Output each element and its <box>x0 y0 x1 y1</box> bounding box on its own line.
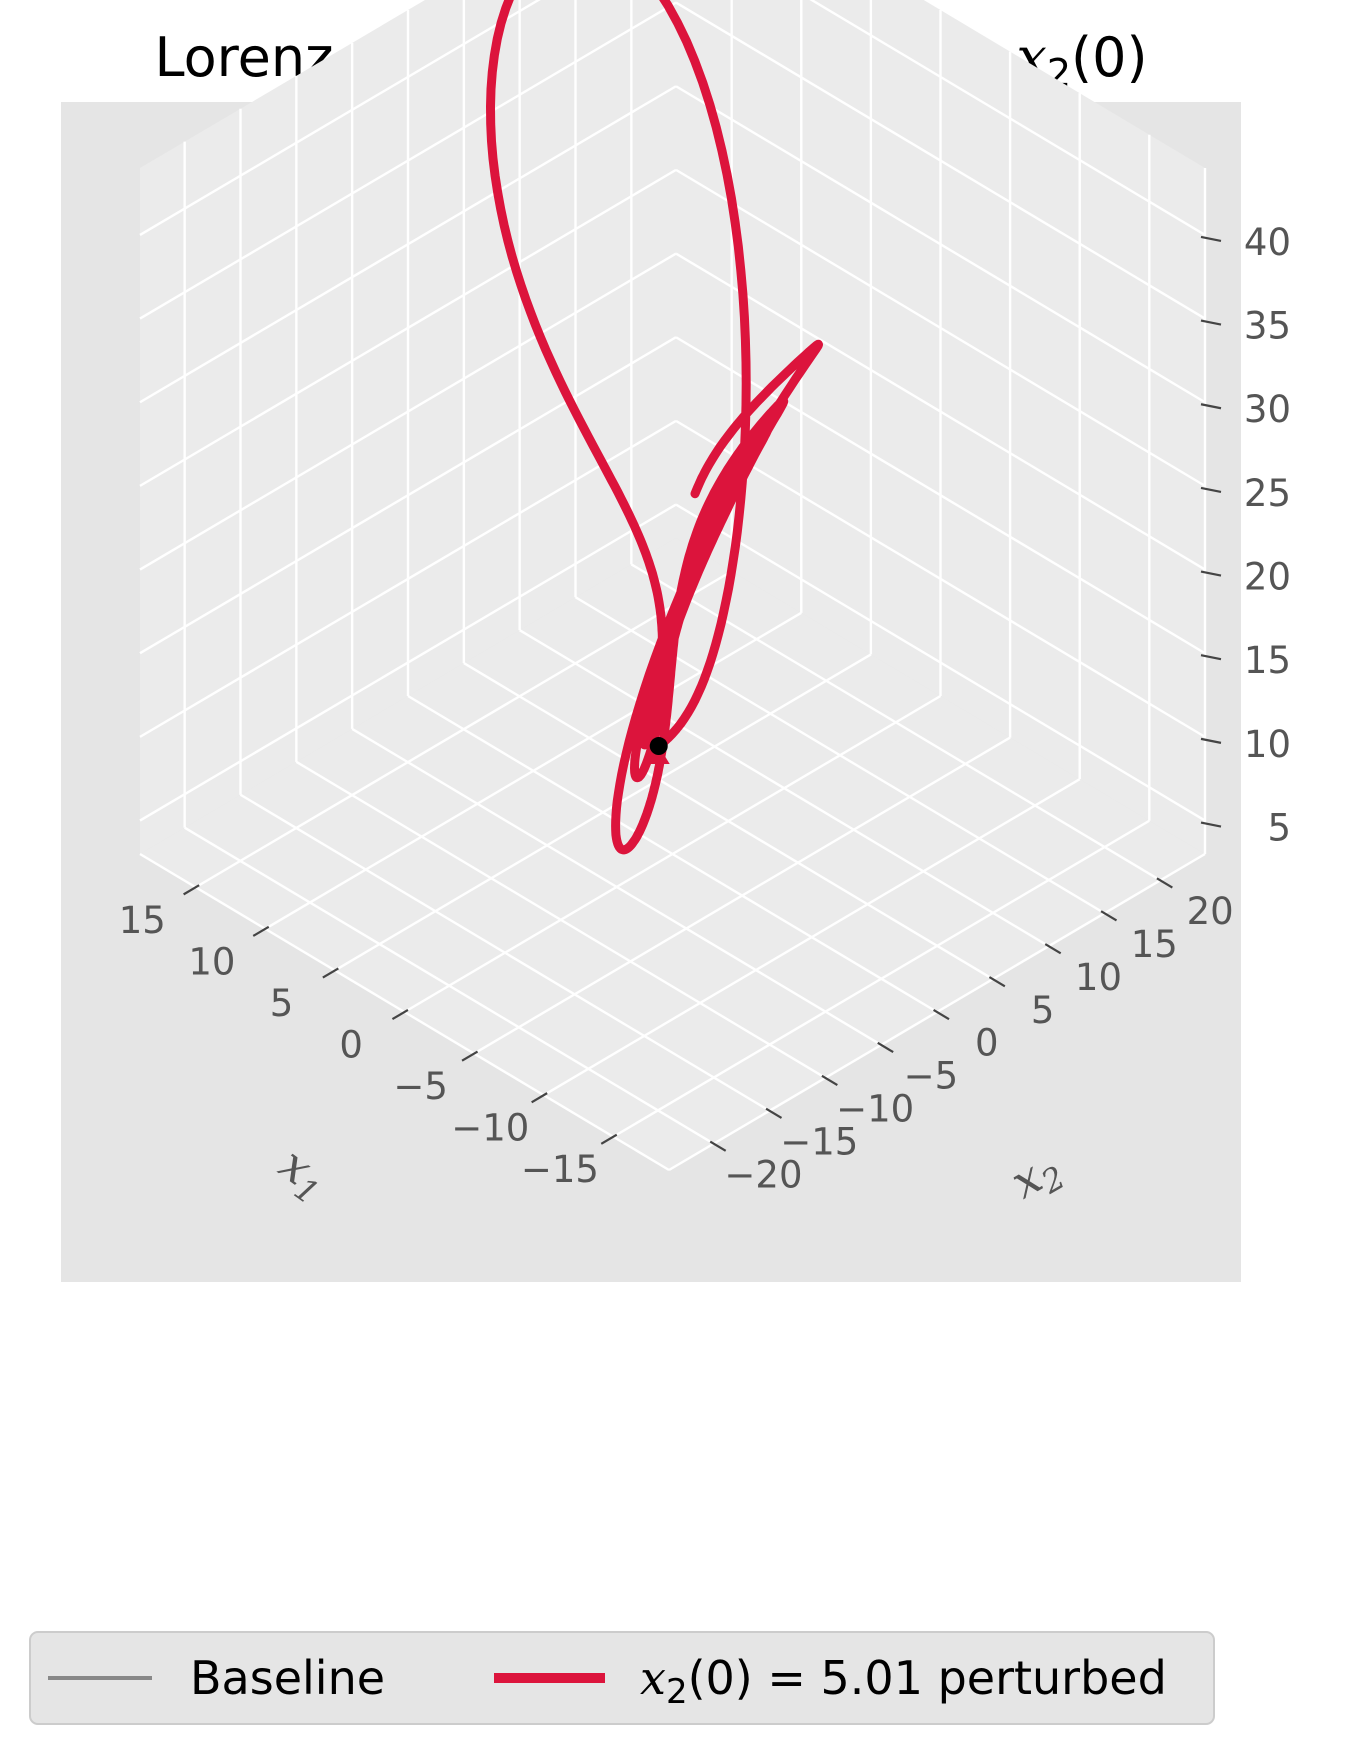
x3-tick-label: 10 <box>1244 723 1291 766</box>
grid-line <box>675 252 1206 571</box>
x2-tick-label: −15 <box>780 1120 858 1163</box>
x3-tick-label: 15 <box>1244 639 1291 682</box>
x2-tick <box>933 1009 950 1021</box>
grid-lines <box>139 0 1206 1145</box>
x2-tick-label: 5 <box>1031 989 1055 1032</box>
grid-line <box>295 760 826 1079</box>
x1-tick-label: −15 <box>521 1148 599 1191</box>
grid-line <box>139 168 677 487</box>
tick-marks <box>183 235 1222 1152</box>
x3-tick-label: 35 <box>1244 305 1291 348</box>
x2-tick-label: −20 <box>724 1153 802 1196</box>
x3-tick-label: 20 <box>1244 556 1291 599</box>
grid-line <box>184 826 715 1145</box>
x1-tick-label: −10 <box>451 1107 529 1150</box>
x2-tick <box>821 1074 838 1086</box>
grid-line <box>407 694 938 1014</box>
x2-tick <box>877 1041 894 1054</box>
x2-tick-label: −10 <box>836 1088 914 1131</box>
x1-tick <box>391 1009 409 1021</box>
x3-tick <box>1200 235 1222 243</box>
x3-tick-label: 5 <box>1267 807 1291 850</box>
x3-tick-label: 40 <box>1244 221 1291 264</box>
legend-baseline-label: Baseline <box>190 1651 385 1705</box>
x3-tick <box>1200 737 1222 744</box>
x2-tick-label: 20 <box>1187 890 1234 933</box>
x1-tick-label: 5 <box>270 982 294 1025</box>
x2-tick <box>709 1140 727 1152</box>
x1-tick <box>600 1133 618 1145</box>
x3-tick <box>1200 319 1222 326</box>
x1-tick <box>322 967 339 979</box>
x3-tick <box>1200 570 1222 577</box>
x2-tick <box>988 976 1006 988</box>
x2-tick <box>1044 943 1062 955</box>
x2-tick-label: 0 <box>975 1022 999 1065</box>
grid-line <box>139 252 677 571</box>
x3-tick <box>1200 486 1222 493</box>
x3-tick <box>1200 403 1222 410</box>
x3-tick <box>1200 654 1222 661</box>
grid-line <box>519 629 1050 948</box>
grid-line <box>809 0 1206 236</box>
grid-line <box>675 419 1206 738</box>
grid-line <box>675 168 1206 487</box>
baseline-start-marker <box>649 737 668 756</box>
x2-tick-label: −5 <box>904 1055 959 1098</box>
grid-line <box>463 662 994 981</box>
x1-tick-label: 0 <box>339 1023 363 1066</box>
x1-tick <box>183 884 200 896</box>
x2-tick-label: 15 <box>1131 923 1178 966</box>
grid-line <box>675 85 1206 404</box>
grid-line <box>139 1 677 320</box>
grid-line <box>675 1 1206 320</box>
grid-line <box>139 0 541 236</box>
x1-tick-label: 15 <box>119 899 166 942</box>
x3-tick-label: 25 <box>1244 472 1291 515</box>
legend-perturbed-label: x2(0) = 5.01 perturbed <box>640 1651 1167 1712</box>
x2-tick <box>1156 877 1173 889</box>
x1-tick <box>461 1050 479 1062</box>
grid-line <box>139 336 677 655</box>
legend-frame <box>29 1631 1215 1725</box>
series-layer <box>486 0 823 855</box>
x1-tick-label: −5 <box>393 1065 448 1108</box>
x2-tick-label: 10 <box>1075 956 1122 999</box>
x2-tick <box>1100 910 1118 922</box>
grid-line <box>139 503 677 822</box>
grid-line <box>139 419 677 738</box>
grid-line <box>139 85 677 404</box>
x1-tick-label: 10 <box>188 940 235 983</box>
legend: Baseline x2(0) = 5.01 perturbed <box>29 1631 1215 1725</box>
x1-tick <box>531 1092 548 1104</box>
tick-labels: −15−10−5051015−20−15−10−5051015205101520… <box>119 221 1291 1196</box>
perturbed-trajectory <box>486 0 823 855</box>
x3-tick-label: 30 <box>1244 388 1291 431</box>
grid-line <box>351 727 882 1046</box>
x2-tick <box>765 1107 783 1119</box>
x1-tick <box>252 925 270 937</box>
x3-tick <box>1200 821 1222 828</box>
grid-line <box>675 503 1206 822</box>
grid-line <box>239 793 771 1112</box>
